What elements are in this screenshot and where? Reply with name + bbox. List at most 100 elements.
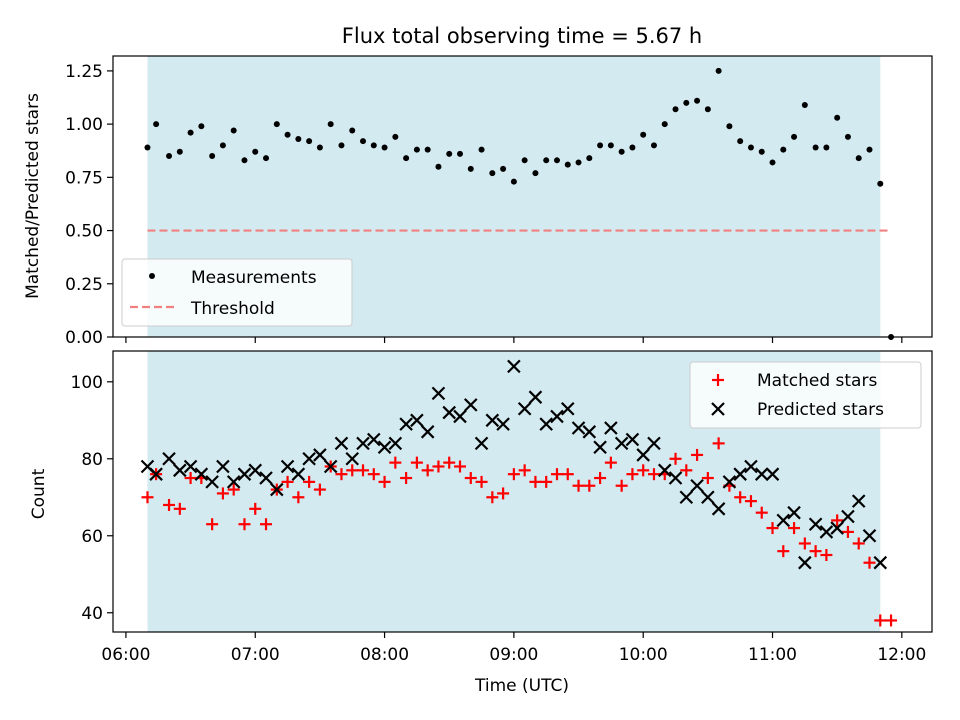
top-y-tick-label: 0.50 [65, 222, 103, 242]
bottom-legend-box [689, 361, 922, 429]
top-y-tick-label: 0.25 [65, 275, 103, 295]
predicted-star-x-b [765, 467, 780, 481]
predicted-star-point [744, 459, 758, 474]
predicted-star-x-b [744, 459, 758, 474]
predicted-star-x-b [571, 421, 586, 435]
predicted-star-x-b [787, 505, 801, 520]
predicted-star-point [851, 494, 866, 508]
measurement-point [263, 155, 270, 162]
matched-star-point [615, 479, 628, 492]
measurement-point [683, 99, 690, 106]
predicted-star-point [517, 401, 532, 416]
predicted-star-x-b [334, 436, 349, 451]
matched-star-point [766, 522, 779, 535]
measurement-point [521, 157, 528, 164]
predicted-star-x-b [733, 467, 747, 481]
measurement-point [219, 142, 226, 149]
legend-predicted-stars: Predicted stars [757, 400, 884, 420]
predicted-star-x-b [237, 467, 252, 481]
predicted-star-point [367, 432, 381, 447]
measurement-point [661, 121, 668, 128]
predicted-star-x-b [162, 452, 176, 466]
predicted-star-x-b [356, 436, 370, 451]
measurement-point [166, 153, 173, 160]
matched-star-point [788, 522, 801, 535]
predicted-star-x-b [388, 436, 403, 451]
matched-star-point [550, 468, 563, 481]
matched-star-point [744, 495, 757, 508]
predicted-star-x-b [431, 386, 446, 401]
x-axis-label: Time (UTC) [474, 676, 569, 696]
matched-star-point [475, 475, 488, 488]
matched-star-point [507, 468, 520, 481]
predicted-star-x-b [841, 509, 855, 524]
matched-star-point [367, 468, 380, 481]
predicted-star-x-b [604, 421, 618, 435]
predicted-star-x-b [377, 440, 392, 455]
top-legend-box [121, 258, 353, 327]
predicted-star-x-b [259, 471, 273, 485]
predicted-star-point [765, 467, 780, 481]
measurement-point [295, 136, 302, 143]
matched-legend-marker [712, 374, 724, 386]
measurement-point [413, 146, 420, 153]
matched-star-point [453, 460, 466, 473]
measurement-point [198, 123, 205, 130]
matched-star-point [583, 479, 596, 492]
measurement-point [801, 101, 808, 108]
matched-star-point [734, 491, 747, 504]
measurement-point [564, 161, 571, 168]
predicted-star-x-b [216, 459, 230, 474]
predicted-star-point [388, 436, 403, 451]
matched-star-point [669, 452, 682, 465]
matched-star-point [292, 491, 305, 504]
predicted-star-point [280, 459, 295, 474]
matched-star-point [335, 468, 348, 481]
matched-star-point [874, 614, 887, 627]
measurement-point [403, 155, 410, 162]
measurement-point [823, 144, 830, 151]
predicted-star-x-b [345, 452, 360, 466]
predicted-star-point [149, 467, 163, 481]
predicted-star-point [302, 452, 316, 466]
measurement-point [349, 127, 356, 134]
matched-star-point [680, 464, 693, 477]
matched-star-point [755, 506, 768, 519]
bottom-panel: 40 60 80 100 06:00 07:00 08:00 09:00 10:00 11:00… [29, 350, 933, 696]
legend-matched-stars: Matched stars [757, 371, 877, 391]
top-y-tick-label: 0.00 [65, 328, 103, 348]
predicted-star-x-b [679, 490, 694, 505]
measurement-point [747, 144, 754, 151]
x-tick-label: 07:00 [231, 645, 280, 665]
predicted-star-x-b [270, 482, 284, 497]
measurement-point [553, 157, 560, 164]
measurement-point [769, 159, 776, 166]
measurement-point [306, 138, 313, 145]
predicted-star-x-b [442, 405, 456, 420]
measurement-point [273, 121, 280, 128]
predicted-star-x-b [819, 525, 834, 539]
bottom-y-axis: 40 60 80 100 [71, 373, 113, 624]
measurement-point [834, 114, 841, 121]
predicted-star-x-b [668, 471, 683, 485]
x-tick-label: 12:00 [877, 645, 926, 665]
predicted-star-point [862, 528, 877, 543]
predicted-star-point [453, 409, 467, 424]
predicted-star-point [798, 555, 812, 570]
measurement-point [338, 142, 345, 149]
measurement-point [209, 153, 216, 160]
predicted-star-point [657, 463, 672, 478]
predicted-star-point [463, 398, 478, 412]
matched-star-point [701, 472, 714, 485]
matched-star-point [540, 475, 553, 488]
predicted-star-point [173, 463, 187, 478]
measurement-point [510, 178, 517, 185]
bottom-y-axis-label: Count [29, 468, 49, 519]
predicted-star-point [604, 421, 618, 435]
matched-star-point [820, 549, 833, 562]
measurement-point [456, 150, 463, 157]
predicted-star-point [873, 555, 888, 570]
predicted-star-x-b [776, 513, 791, 528]
predicted-star-point [291, 467, 306, 481]
